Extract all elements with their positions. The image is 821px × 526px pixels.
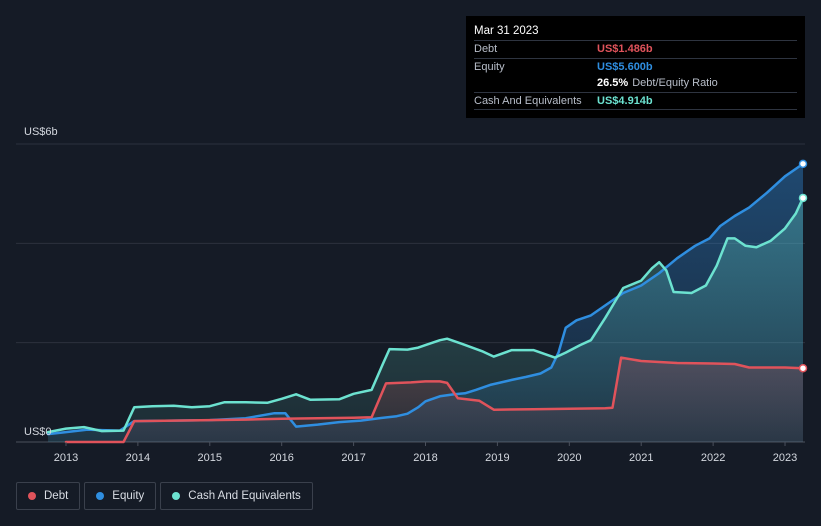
x-tick-label: 2019 xyxy=(485,452,509,464)
tooltip-cash-label: Cash And Equivalents xyxy=(474,94,582,107)
legend-item-debt[interactable]: Debt xyxy=(16,482,81,510)
equity-dot-icon xyxy=(96,492,105,500)
x-tick-label: 2015 xyxy=(198,452,222,464)
tooltip-ratio-row: 26.5% Debt/Equity Ratio xyxy=(474,75,797,92)
cash-area xyxy=(48,197,803,442)
x-tick-label: 2018 xyxy=(413,452,437,464)
debt-end-dot xyxy=(798,363,808,373)
legend-label-cash: Cash And Equivalents xyxy=(188,490,301,502)
tooltip-panel: Mar 31 2023 Debt US$1.486b Equity US$5.6… xyxy=(466,16,805,118)
x-tick-label: 2020 xyxy=(557,452,581,464)
tooltip-equity-value: US$5.600b xyxy=(597,60,653,73)
legend-item-cash[interactable]: Cash And Equivalents xyxy=(160,482,313,510)
tooltip-equity-label: Equity xyxy=(474,60,505,73)
x-tick-label: 2021 xyxy=(629,452,653,464)
debt-line xyxy=(64,356,805,444)
tooltip-equity-row: Equity US$5.600b xyxy=(474,57,797,76)
cash-dot-icon xyxy=(172,492,181,500)
cash-end-dot xyxy=(798,193,808,203)
x-tick-label: 2017 xyxy=(341,452,365,464)
debt-area xyxy=(66,357,803,442)
tooltip-ratio-label: Debt/Equity Ratio xyxy=(632,77,718,89)
chart-legend: Debt Equity Cash And Equivalents xyxy=(16,482,313,510)
x-tick-label: 2022 xyxy=(701,452,725,464)
debt-dot-icon xyxy=(28,492,36,500)
equity-end-dot xyxy=(798,159,808,169)
x-tick-label: 2013 xyxy=(54,452,78,464)
tooltip-cash-row: Cash And Equivalents US$4.914b xyxy=(474,91,797,110)
legend-label-debt: Debt xyxy=(44,490,69,502)
x-tick-label: 2014 xyxy=(126,452,150,464)
tooltip-cash-value: US$4.914b xyxy=(597,94,653,107)
tooltip-date: Mar 31 2023 xyxy=(474,25,539,37)
tooltip-ratio-value: 26.5% xyxy=(597,77,629,89)
legend-label-equity: Equity xyxy=(112,490,145,502)
cash-line xyxy=(46,196,805,434)
tooltip-debt-row: Debt US$1.486b xyxy=(474,40,797,58)
x-tick-label: 2023 xyxy=(773,452,797,464)
tooltip-debt-label: Debt xyxy=(474,43,498,55)
x-tick-label: 2016 xyxy=(269,452,293,464)
y-axis-zero-label: US$0 xyxy=(24,426,52,438)
tooltip-debt-value: US$1.486b xyxy=(597,43,653,55)
y-axis-top-label: US$6b xyxy=(24,126,58,138)
legend-item-equity[interactable]: Equity xyxy=(84,482,157,510)
